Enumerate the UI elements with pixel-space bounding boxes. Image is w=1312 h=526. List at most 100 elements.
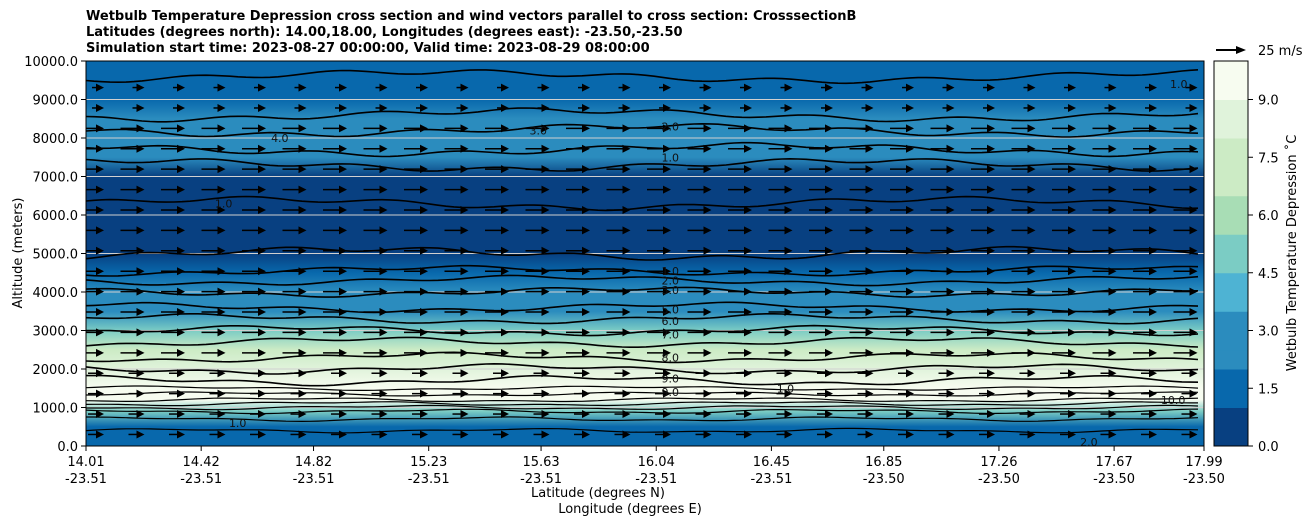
wind-vector-head: [177, 246, 185, 255]
wind-vector-head: [946, 389, 955, 398]
wind-vector-head: [784, 308, 793, 317]
colorbar-tick-label: 9.0: [1258, 94, 1279, 109]
wind-vector-head: [622, 430, 631, 439]
wind-vector-head: [1149, 267, 1157, 276]
wind-vector-head: [703, 308, 712, 317]
wind-vector-head: [987, 267, 995, 276]
wind-vector-head: [298, 430, 307, 439]
wind-vector-head: [663, 389, 671, 398]
wind-vector-head: [460, 348, 469, 357]
wind-vector-head: [379, 124, 388, 133]
wind-vector-head: [217, 246, 226, 255]
wind-vector-head: [460, 369, 469, 378]
wind-vector-head: [136, 287, 145, 296]
gridlines: [86, 61, 1204, 446]
wind-vector-head: [703, 83, 712, 92]
wind-vector-head: [339, 267, 347, 276]
wind-vector-head: [258, 267, 266, 276]
wind-vector-head: [582, 267, 590, 276]
wind-vector-head: [1149, 144, 1157, 153]
wind-vector-head: [784, 103, 793, 112]
wind-vector-head: [784, 205, 793, 214]
wind-vector-head: [298, 389, 307, 398]
wind-vector-head: [622, 124, 631, 133]
wind-vector-head: [217, 205, 226, 214]
wind-vector-head: [177, 389, 185, 398]
wind-vector-head: [865, 328, 874, 337]
wind-vector-head: [663, 124, 671, 133]
wind-vector-head: [339, 308, 347, 317]
y-tick-label: 8000.0: [33, 132, 79, 147]
wind-vector-head: [96, 328, 104, 337]
contour-label: 9.0: [662, 373, 680, 386]
x-tick-label-lat: 14.82: [295, 455, 332, 470]
wind-vector-head: [663, 430, 671, 439]
wind-vector-head: [784, 267, 793, 276]
wind-vector-head: [258, 287, 266, 296]
wind-vector-head: [987, 389, 995, 398]
wind-vector-head: [946, 205, 955, 214]
wind-vector-head: [1149, 328, 1157, 337]
wind-vector-head: [541, 267, 550, 276]
wind-vector-head: [379, 205, 388, 214]
wind-vector-head: [784, 226, 793, 235]
wind-vector-head: [1149, 348, 1157, 357]
wind-vector-head: [217, 287, 226, 296]
wind-vector-head: [339, 83, 347, 92]
wind-vector-head: [744, 226, 752, 235]
wind-vector-head: [784, 144, 793, 153]
wind-vector-head: [582, 246, 590, 255]
wind-vector-head: [1027, 124, 1036, 133]
wind-vector-head: [258, 430, 266, 439]
wind-vector-head: [1108, 430, 1117, 439]
wind-vector-head: [339, 410, 347, 419]
chart-title-line-2: Latitudes (degrees north): 14.00,18.00, …: [86, 25, 683, 40]
wind-vector-head: [298, 287, 307, 296]
wind-vector-head: [177, 144, 185, 153]
wind-vector-head: [1189, 205, 1198, 214]
wind-vector-head: [744, 144, 752, 153]
contour-line: [86, 69, 1199, 85]
wind-vector-head: [339, 124, 347, 133]
wind-vector-head: [298, 83, 307, 92]
colorbar-segment: [1214, 61, 1248, 81]
wind-vector-head: [541, 83, 550, 92]
wind-vector-head: [1027, 430, 1036, 439]
wind-vector-head: [96, 389, 104, 398]
wind-vector-head: [298, 328, 307, 337]
wind-vector-head: [339, 348, 347, 357]
wind-vector-head: [501, 165, 509, 174]
wind-vector-head: [1027, 165, 1036, 174]
wind-vector-head: [784, 185, 793, 194]
wind-vector-head: [622, 389, 631, 398]
wind-vector-head: [946, 144, 955, 153]
wind-vector-head: [622, 83, 631, 92]
wind-vector-head: [217, 226, 226, 235]
wind-vector-head: [501, 246, 509, 255]
wind-vector-head: [177, 430, 185, 439]
wind-vector-head: [946, 124, 955, 133]
wind-vector-head: [1027, 267, 1036, 276]
wind-vector-head: [298, 246, 307, 255]
wind-vector-head: [987, 124, 995, 133]
wind-vector-head: [541, 328, 550, 337]
contour-line: [86, 141, 1199, 158]
wind-vector-head: [217, 185, 226, 194]
wind-vector-head: [541, 144, 550, 153]
wind-vector-head: [582, 430, 590, 439]
wind-vector-head: [825, 205, 833, 214]
wind-vector-head: [865, 205, 874, 214]
wind-vector-head: [1027, 308, 1036, 317]
contour-line: [86, 245, 1199, 261]
wind-vector-head: [501, 144, 509, 153]
wind-vector-head: [582, 165, 590, 174]
wind-vector-head: [1027, 369, 1036, 378]
wind-vector-head: [1108, 144, 1117, 153]
wind-vector-head: [622, 287, 631, 296]
wind-vector-head: [622, 267, 631, 276]
wind-vector-head: [258, 226, 266, 235]
x-tick-label-lon: -23.51: [293, 472, 335, 487]
wind-vector-head: [96, 267, 104, 276]
y-tick-label: 2000.0: [33, 363, 79, 378]
contour-line: [86, 391, 1199, 397]
